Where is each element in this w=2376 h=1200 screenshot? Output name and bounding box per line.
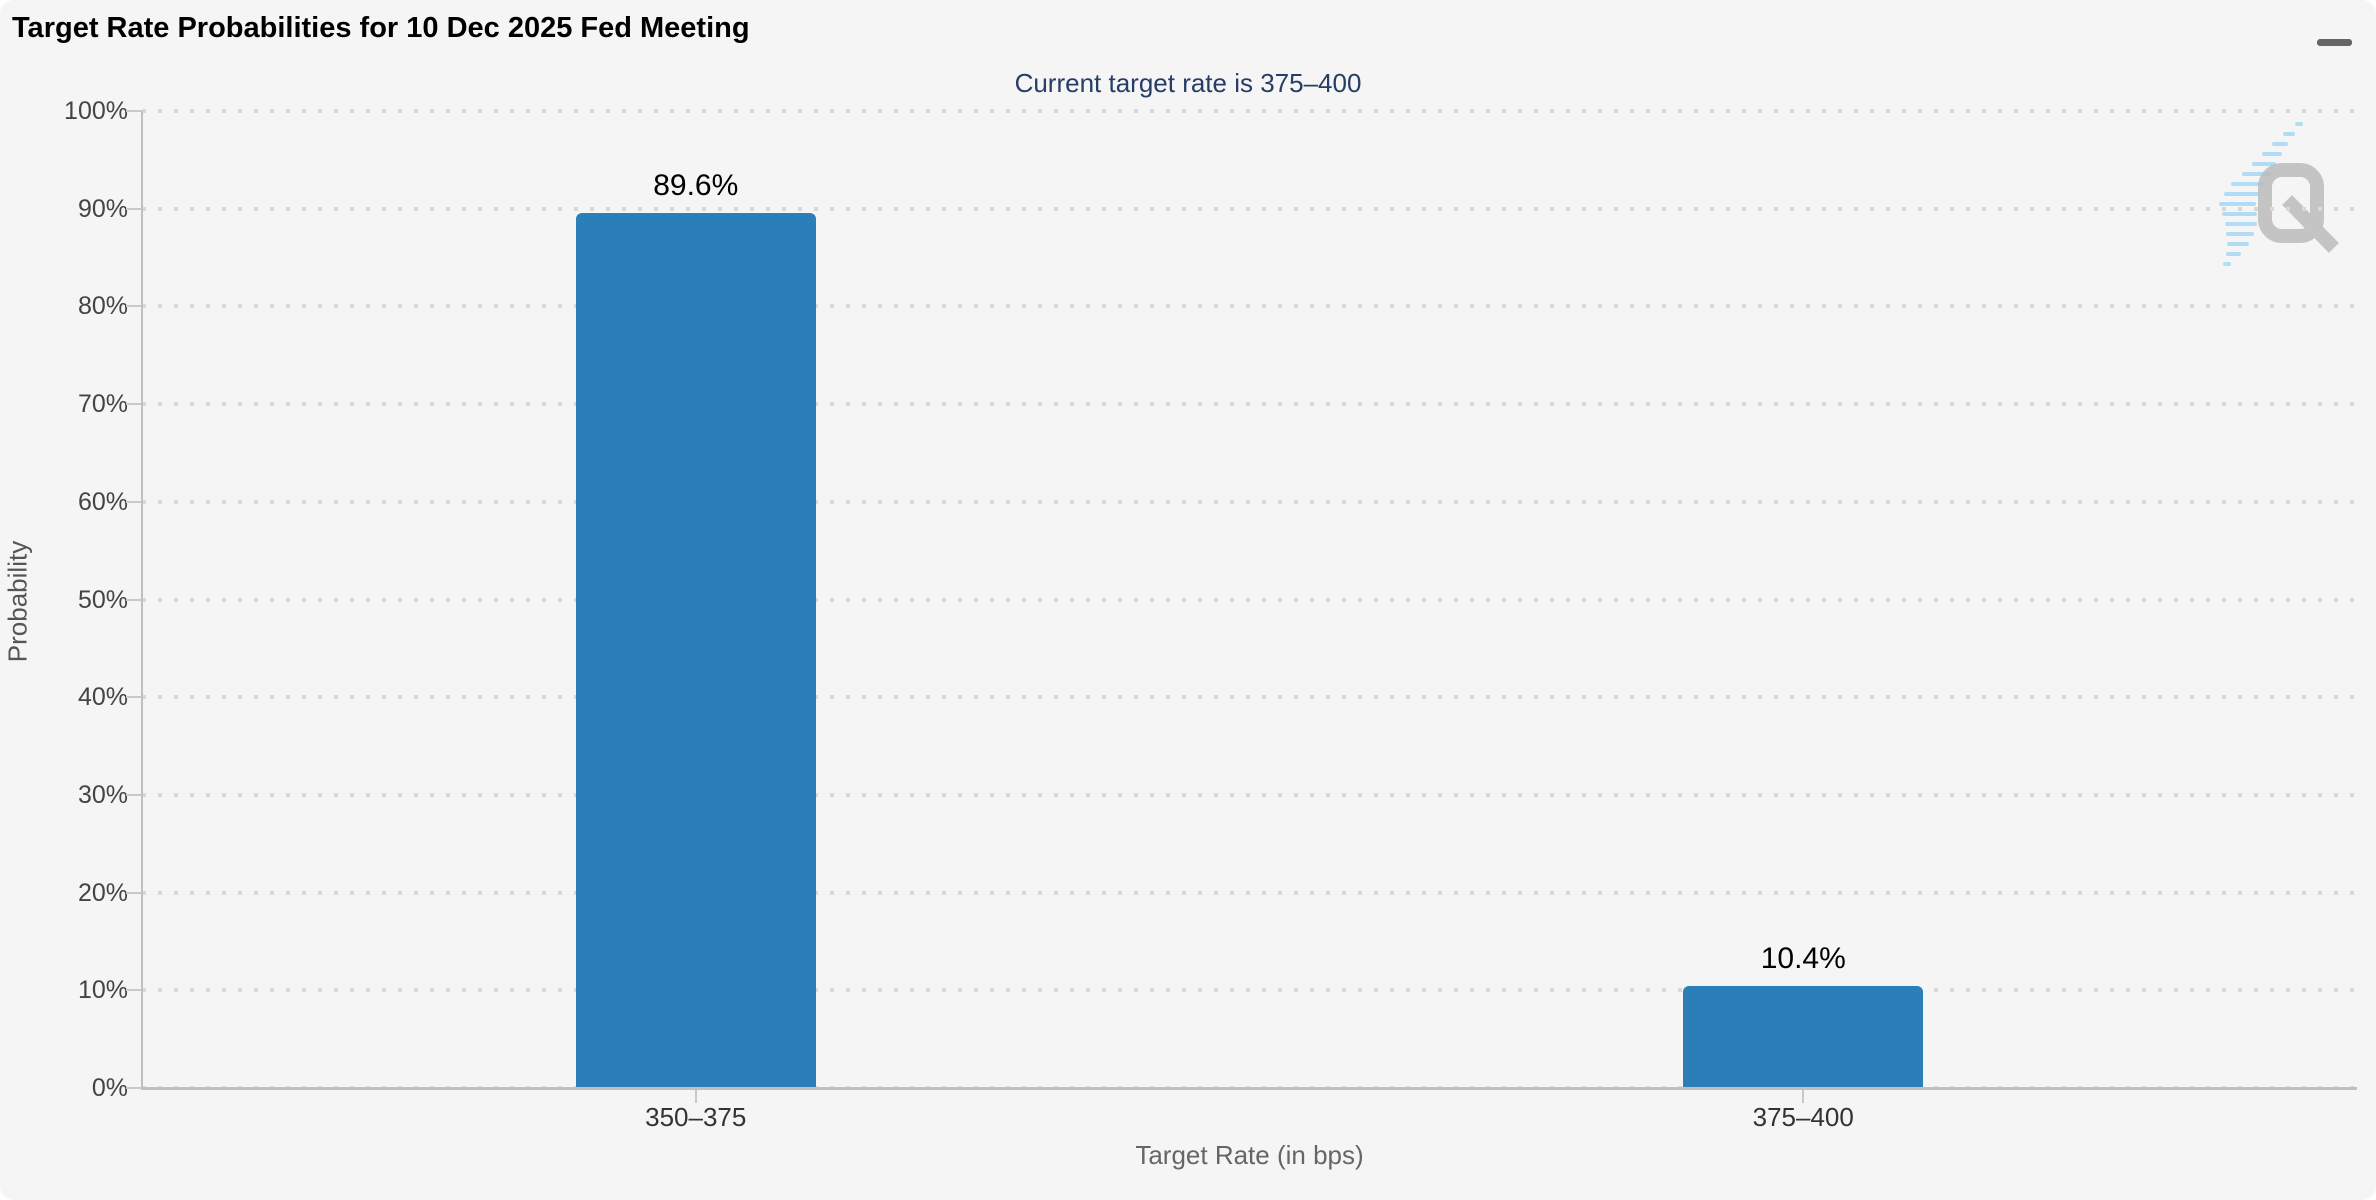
y-tick-mark xyxy=(126,500,142,503)
y-tick-mark xyxy=(126,207,142,210)
y-tick-label: 0% xyxy=(91,1074,128,1102)
y-tick-label: 100% xyxy=(64,97,128,125)
x-tick-label: 350–375 xyxy=(645,1102,747,1132)
y-tick-label: 80% xyxy=(77,292,128,321)
gridline-70 xyxy=(142,402,2357,407)
y-tick-label: 70% xyxy=(77,390,128,419)
x-tick-label: 375–400 xyxy=(1752,1102,1854,1132)
y-tick-mark xyxy=(126,305,142,308)
bar-value-label: 89.6% xyxy=(653,168,739,202)
x-tick-mark xyxy=(694,1090,697,1103)
y-tick-label: 90% xyxy=(77,194,128,223)
y-tick-mark xyxy=(126,696,142,699)
y-tick-mark xyxy=(126,110,142,112)
y-tick-mark xyxy=(126,1087,142,1089)
bar-value-label: 10.4% xyxy=(1760,942,1846,976)
gridline-50 xyxy=(142,597,2357,602)
y-tick-mark xyxy=(126,891,142,894)
gridline-10 xyxy=(142,988,2357,993)
y-tick-mark xyxy=(126,793,142,796)
y-tick-label: 10% xyxy=(77,976,128,1005)
y-tick-label: 60% xyxy=(77,487,128,516)
gridline-20 xyxy=(142,890,2357,895)
y-tick-label: 50% xyxy=(77,585,128,614)
x-tick-mark xyxy=(1802,1090,1805,1103)
gridline-30 xyxy=(142,792,2357,797)
y-tick-mark xyxy=(126,598,142,601)
chart-title: Target Rate Probabilities for 10 Dec 202… xyxy=(12,12,750,44)
gridline-100 xyxy=(142,109,2357,113)
gridline-40 xyxy=(142,695,2357,700)
y-tick-label: 20% xyxy=(77,878,128,907)
chart-subtitle: Current target rate is 375–400 xyxy=(1014,68,1362,98)
hamburger-menu-icon[interactable] xyxy=(2312,22,2356,62)
bar-350-375[interactable] xyxy=(575,212,816,1087)
y-tick-mark xyxy=(126,403,142,406)
gridline-60 xyxy=(142,499,2357,504)
gridline-80 xyxy=(142,304,2357,309)
y-tick-label: 40% xyxy=(77,683,128,712)
gridline-90 xyxy=(142,206,2357,211)
x-axis-line xyxy=(142,1087,2357,1090)
hamburger-bar xyxy=(2316,38,2352,46)
y-axis-line xyxy=(141,111,143,1090)
y-tick-label: 30% xyxy=(77,780,128,809)
x-axis-title: Target Rate (in bps) xyxy=(1135,1140,1364,1170)
bar-375-400[interactable] xyxy=(1683,986,1924,1087)
y-tick-mark xyxy=(126,989,142,992)
